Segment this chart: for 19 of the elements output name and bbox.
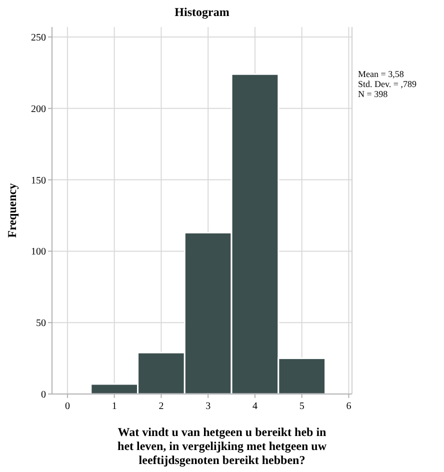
x-tick-label: 4	[252, 401, 258, 412]
x-axis-title: Wat vindt u van hetgeen u bereikt heb in het leven, in vergelijking met hetgeen uw leeftijdsgenoten bereikt hebben?	[118, 425, 327, 467]
x-tick-label: 1	[112, 401, 117, 412]
x-tick-label: 2	[158, 401, 164, 412]
text: Mean = 3,58	[358, 69, 404, 79]
y-tick-label: 250	[31, 32, 46, 44]
x-tick-label: 5	[299, 401, 304, 412]
y-tick-label: 0	[41, 390, 46, 400]
y-tick-label: 150	[31, 175, 46, 186]
text: Std. Dev. = ,789	[358, 79, 417, 89]
text: N = 398	[358, 89, 388, 99]
y-tick-label: 50	[36, 318, 46, 330]
x-tick-label: 3	[206, 401, 211, 412]
chart-title: Histogram	[174, 5, 230, 19]
x-tick-label: 0	[64, 401, 70, 412]
y-tick-label: 100	[31, 246, 46, 258]
y-axis-title: Frequency	[5, 183, 19, 238]
y-tick-label: 200	[31, 104, 46, 115]
x-tick-label: 6	[346, 401, 352, 412]
